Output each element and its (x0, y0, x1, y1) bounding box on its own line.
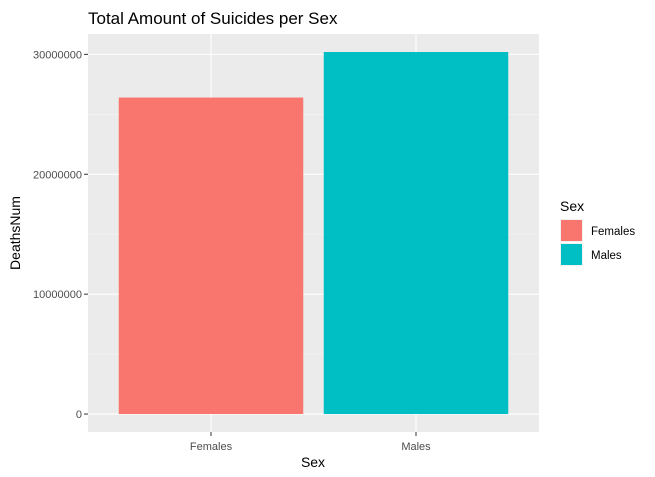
y-tick-label: 20000000 (33, 169, 82, 181)
x-axis-title: Sex (301, 454, 325, 470)
legend-swatch-females (561, 220, 582, 241)
bar-females (118, 97, 304, 415)
legend: Sex Females Males (560, 198, 635, 266)
bars (118, 51, 509, 415)
y-tick-label: 30000000 (33, 49, 82, 61)
y-axis-title: DeathsNum (7, 196, 23, 270)
y-tick-label: 10000000 (33, 289, 82, 301)
x-axis: Females Males (190, 432, 431, 453)
y-tick-label: 0 (76, 409, 82, 421)
x-tick-label: Females (190, 441, 233, 453)
legend-title: Sex (560, 198, 584, 214)
y-axis: 0 10000000 20000000 30000000 (33, 49, 88, 421)
x-tick-label: Males (401, 441, 431, 453)
legend-label-females: Females (591, 226, 635, 238)
bar-males (323, 51, 509, 415)
chart-title: Total Amount of Suicides per Sex (88, 9, 338, 28)
legend-label-males: Males (591, 250, 622, 262)
legend-swatch-males (561, 244, 582, 265)
